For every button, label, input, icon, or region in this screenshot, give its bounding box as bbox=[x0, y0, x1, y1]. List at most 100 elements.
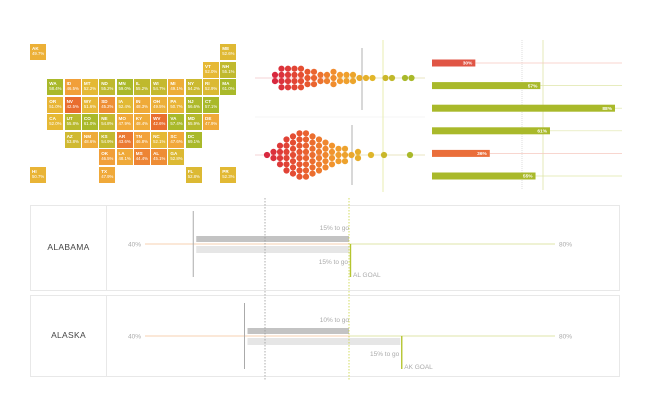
state-tile-wy[interactable]: WY 51.6% bbox=[81, 96, 98, 113]
state-tile-ny[interactable]: NY 54.2% bbox=[185, 79, 202, 95]
state-tile-ak[interactable]: AK 49.7% bbox=[30, 44, 46, 60]
swarm-dot[interactable] bbox=[296, 167, 303, 174]
state-tile-tx[interactable]: TX 47.9% bbox=[99, 166, 116, 183]
swarm-dot[interactable] bbox=[297, 78, 305, 85]
swarm-dot[interactable] bbox=[335, 151, 342, 159]
swarm-dot[interactable] bbox=[296, 173, 303, 180]
swarm-dot[interactable] bbox=[356, 74, 363, 82]
state-tile-ct[interactable]: CT 57.1% bbox=[203, 96, 219, 113]
gap-to-state-goal-bar[interactable] bbox=[247, 338, 401, 345]
state-tile-or[interactable]: OR 51.0% bbox=[47, 96, 64, 113]
state-tile-mt[interactable]: MT 52.2% bbox=[81, 79, 98, 95]
swarm-dot[interactable] bbox=[297, 71, 305, 78]
state-tile-pr[interactable]: PR 52.3% bbox=[220, 166, 237, 183]
swarm-dot[interactable] bbox=[335, 145, 342, 152]
state-tile-nd[interactable]: ND 55.2% bbox=[99, 79, 116, 95]
state-tile-ar[interactable]: AR 43.6% bbox=[116, 131, 133, 148]
state-tile-ms[interactable]: MS 44.4% bbox=[133, 149, 150, 165]
gap-to-state-goal-bar[interactable] bbox=[196, 246, 349, 253]
swarm-dot[interactable] bbox=[289, 151, 297, 159]
swarm-dot[interactable] bbox=[341, 145, 349, 152]
swarm-dot[interactable] bbox=[406, 151, 414, 159]
swarm-dot[interactable] bbox=[302, 167, 310, 174]
state-tile-sd[interactable]: SD 45.2% bbox=[99, 96, 116, 113]
swarm-dot[interactable] bbox=[309, 170, 316, 177]
swarm-dot[interactable] bbox=[302, 161, 310, 168]
swarm-dot[interactable] bbox=[302, 142, 310, 149]
swarm-dot[interactable] bbox=[322, 151, 329, 159]
swarm-dot[interactable] bbox=[284, 71, 292, 78]
swarm-dot[interactable] bbox=[283, 155, 290, 162]
state-tile-wi[interactable]: WI 54.7% bbox=[151, 79, 168, 95]
swarm-dot[interactable] bbox=[289, 145, 297, 152]
swarm-dot[interactable] bbox=[317, 71, 324, 78]
swarm-dot[interactable] bbox=[335, 158, 342, 165]
swarm-dot[interactable] bbox=[349, 78, 357, 85]
state-tile-nv[interactable]: NV 42.5% bbox=[64, 96, 81, 113]
swarm-dot[interactable] bbox=[283, 136, 290, 143]
state-tile-sc[interactable]: SC 47.6% bbox=[168, 131, 185, 148]
state-tile-il[interactable]: IL 55.2% bbox=[133, 79, 150, 95]
swarm-dot[interactable] bbox=[291, 71, 298, 78]
swarm-dot[interactable] bbox=[296, 148, 303, 155]
state-tile-in[interactable]: IN 48.3% bbox=[133, 96, 150, 113]
swarm-dot[interactable] bbox=[323, 71, 331, 78]
swarm-dot[interactable] bbox=[271, 78, 279, 85]
swarm-dot[interactable] bbox=[330, 74, 337, 82]
swarm-dot[interactable] bbox=[315, 167, 323, 174]
swarm-dot[interactable] bbox=[328, 161, 336, 168]
swarm-dot[interactable] bbox=[315, 161, 323, 168]
swarm-dot[interactable] bbox=[263, 151, 271, 159]
swarm-dot[interactable] bbox=[315, 136, 323, 143]
swarm-dot[interactable] bbox=[367, 151, 375, 159]
bar[interactable] bbox=[432, 82, 541, 90]
swarm-dot[interactable] bbox=[328, 142, 336, 149]
swarm-dot[interactable] bbox=[276, 142, 284, 149]
swarm-dot[interactable] bbox=[310, 74, 318, 82]
swarm-dot[interactable] bbox=[304, 74, 311, 82]
swarm-dot[interactable] bbox=[284, 84, 292, 91]
state-tile-nj[interactable]: NJ 56.6% bbox=[185, 96, 202, 113]
swarm-dot[interactable] bbox=[302, 155, 310, 162]
swarm-dot[interactable] bbox=[291, 78, 298, 85]
swarm-dot[interactable] bbox=[278, 84, 285, 91]
swarm-dot[interactable] bbox=[296, 155, 303, 162]
swarm-dot[interactable] bbox=[322, 158, 329, 165]
state-tile-md[interactable]: MD 55.9% bbox=[185, 114, 202, 130]
swarm-dot[interactable] bbox=[309, 158, 316, 165]
state-tile-al[interactable]: AL 45.1% bbox=[151, 149, 168, 165]
swarm-dot[interactable] bbox=[330, 81, 337, 88]
swarm-dot[interactable] bbox=[354, 148, 362, 155]
state-tile-hi[interactable]: HI 50.7% bbox=[30, 166, 46, 183]
swarm-dot[interactable] bbox=[315, 155, 323, 162]
state-tile-ri[interactable]: RI 52.9% bbox=[203, 79, 219, 95]
state-tile-fl[interactable]: FL 52.8% bbox=[185, 166, 202, 183]
state-tile-mo[interactable]: MO 47.9% bbox=[116, 114, 133, 130]
gap-to-national-goal-bar[interactable] bbox=[247, 328, 350, 334]
swarm-dot[interactable] bbox=[271, 71, 279, 78]
state-tile-id[interactable]: ID 46.5% bbox=[64, 79, 81, 95]
swarm-dot[interactable] bbox=[270, 148, 277, 155]
state-tile-ks[interactable]: KS 54.9% bbox=[99, 131, 116, 148]
swarm-dot[interactable] bbox=[304, 81, 311, 88]
swarm-dot[interactable] bbox=[291, 65, 298, 72]
swarm-dot[interactable] bbox=[323, 78, 331, 85]
swarm-dot[interactable] bbox=[283, 148, 290, 155]
state-tile-ut[interactable]: UT 55.8% bbox=[64, 114, 81, 130]
swarm-dot[interactable] bbox=[276, 161, 284, 168]
swarm-dot[interactable] bbox=[388, 74, 396, 82]
swarm-dot[interactable] bbox=[309, 139, 316, 146]
state-tile-nc[interactable]: NC 52.1% bbox=[151, 131, 168, 148]
swarm-dot[interactable] bbox=[296, 136, 303, 143]
swarm-dot[interactable] bbox=[354, 155, 362, 162]
swarm-dot[interactable] bbox=[296, 142, 303, 149]
state-tile-ma[interactable]: MA 61.0% bbox=[220, 79, 237, 95]
swarm-dot[interactable] bbox=[283, 167, 290, 174]
swarm-dot[interactable] bbox=[343, 78, 350, 85]
state-tile-mi[interactable]: MI 49.1% bbox=[168, 79, 185, 95]
state-tile-nm[interactable]: NM 48.6% bbox=[81, 131, 98, 148]
bar[interactable] bbox=[432, 172, 536, 180]
state-tile-ky[interactable]: KY 48.4% bbox=[133, 114, 150, 130]
swarm-dot[interactable] bbox=[330, 68, 337, 75]
state-tile-wa[interactable]: WA 58.4% bbox=[47, 79, 64, 95]
